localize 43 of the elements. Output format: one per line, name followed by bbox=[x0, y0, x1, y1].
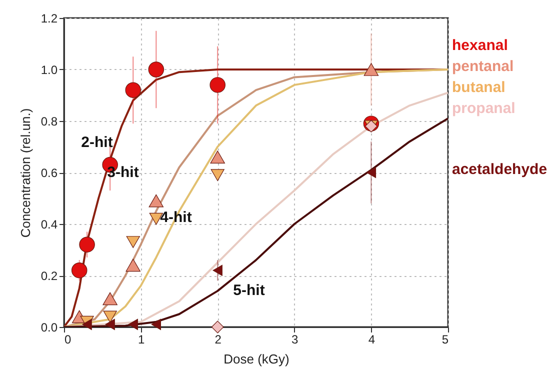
point bbox=[212, 264, 222, 276]
x-tick-label: 3 bbox=[292, 332, 299, 346]
point bbox=[151, 318, 161, 330]
point bbox=[79, 236, 95, 252]
text: propanal bbox=[452, 100, 516, 117]
point bbox=[148, 62, 164, 78]
x-tick-label: 1 bbox=[138, 332, 145, 346]
y-tick-label: 0.4 bbox=[40, 218, 58, 232]
y-tick-label: 0.6 bbox=[40, 166, 58, 180]
x-tick-label: 0 bbox=[64, 332, 72, 346]
point bbox=[71, 262, 88, 278]
y-tick-label: 1.0 bbox=[40, 63, 58, 77]
point bbox=[126, 236, 140, 248]
y-axis-title: Concentration (rel.un.) bbox=[18, 108, 33, 238]
y-tick-label: 1.2 bbox=[40, 12, 58, 26]
point bbox=[210, 169, 224, 182]
y-tick-label: 0.0 bbox=[40, 320, 58, 334]
annotation: 2-hit bbox=[81, 134, 113, 151]
point bbox=[210, 77, 226, 93]
point bbox=[125, 82, 142, 98]
point bbox=[364, 63, 379, 76]
text: hexanal bbox=[452, 37, 508, 54]
x-tick-label: 2 bbox=[214, 332, 222, 346]
point bbox=[105, 318, 115, 330]
text: acetaldehyde bbox=[452, 161, 548, 178]
text: pentanal bbox=[452, 58, 514, 75]
x-tick-label: 5 bbox=[442, 332, 449, 346]
point bbox=[102, 292, 118, 306]
x-axis-title: Dose (kGy) bbox=[224, 352, 290, 366]
y-tick-label: 0.2 bbox=[40, 269, 58, 283]
point bbox=[103, 310, 117, 323]
text: butanal bbox=[452, 79, 506, 96]
annotation: 3-hit bbox=[107, 164, 139, 181]
y-tick-label: 0.8 bbox=[40, 114, 58, 128]
point bbox=[211, 320, 224, 334]
point bbox=[148, 194, 164, 208]
point bbox=[82, 318, 92, 330]
point bbox=[366, 166, 376, 178]
point bbox=[126, 258, 140, 272]
x-tick-label: 4 bbox=[368, 332, 376, 346]
point bbox=[128, 318, 138, 330]
point bbox=[210, 150, 225, 164]
annotation: 5-hit bbox=[233, 282, 265, 299]
